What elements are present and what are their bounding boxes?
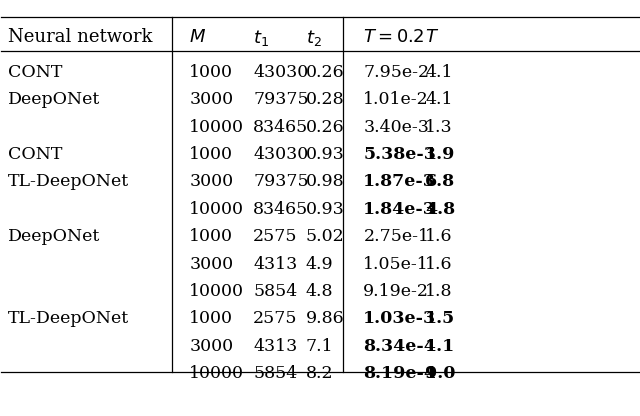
Text: 10000: 10000 — [189, 283, 244, 300]
Text: 1.6: 1.6 — [425, 255, 452, 272]
Text: 7.95e-2: 7.95e-2 — [364, 64, 429, 81]
Text: 4313: 4313 — [253, 338, 298, 355]
Text: 3000: 3000 — [189, 255, 234, 272]
Text: 5854: 5854 — [253, 365, 298, 382]
Text: 83465: 83465 — [253, 119, 308, 136]
Text: 5.38e-3: 5.38e-3 — [364, 146, 436, 163]
Text: 0.26: 0.26 — [306, 64, 344, 81]
Text: 6.8: 6.8 — [425, 173, 455, 191]
Text: 4.1: 4.1 — [425, 64, 452, 81]
Text: 1.01e-2: 1.01e-2 — [364, 91, 429, 108]
Text: Neural network: Neural network — [8, 28, 152, 46]
Text: 9.19e-2: 9.19e-2 — [364, 283, 429, 300]
Text: 3000: 3000 — [189, 91, 234, 108]
Text: 3.40e-3: 3.40e-3 — [364, 119, 429, 136]
Text: 2575: 2575 — [253, 310, 298, 327]
Text: CONT: CONT — [8, 146, 62, 163]
Text: 0.26: 0.26 — [306, 119, 344, 136]
Text: 10000: 10000 — [189, 201, 244, 218]
Text: 79375: 79375 — [253, 91, 308, 108]
Text: 0.28: 0.28 — [306, 91, 344, 108]
Text: 1000: 1000 — [189, 310, 234, 327]
Text: $t_1$: $t_1$ — [253, 28, 269, 48]
Text: 5854: 5854 — [253, 283, 298, 300]
Text: 4.9: 4.9 — [306, 255, 333, 272]
Text: CONT: CONT — [8, 64, 62, 81]
Text: 2575: 2575 — [253, 228, 298, 245]
Text: 4.8: 4.8 — [306, 283, 333, 300]
Text: 1.8: 1.8 — [425, 283, 452, 300]
Text: 1.03e-3: 1.03e-3 — [364, 310, 436, 327]
Text: TL-DeepONet: TL-DeepONet — [8, 310, 129, 327]
Text: $T$: $T$ — [425, 28, 439, 46]
Text: 4.8: 4.8 — [425, 201, 455, 218]
Text: 7.1: 7.1 — [306, 338, 333, 355]
Text: 1.6: 1.6 — [425, 228, 452, 245]
Text: 3000: 3000 — [189, 338, 234, 355]
Text: 4.1: 4.1 — [425, 91, 452, 108]
Text: 1.9: 1.9 — [425, 146, 456, 163]
Text: 8.2: 8.2 — [306, 365, 333, 382]
Text: $M$: $M$ — [189, 28, 207, 46]
Text: 1.87e-3: 1.87e-3 — [364, 173, 436, 191]
Text: 1.84e-3: 1.84e-3 — [364, 201, 436, 218]
Text: DeepONet: DeepONet — [8, 228, 100, 245]
Text: 1.3: 1.3 — [425, 119, 452, 136]
Text: 9.0: 9.0 — [425, 365, 456, 382]
Text: 2.75e-1: 2.75e-1 — [364, 228, 429, 245]
Text: 0.93: 0.93 — [306, 201, 345, 218]
Text: 1.05e-1: 1.05e-1 — [364, 255, 429, 272]
Text: 43030: 43030 — [253, 64, 308, 81]
Text: $T=0.2$: $T=0.2$ — [364, 28, 424, 46]
Text: 0.93: 0.93 — [306, 146, 345, 163]
Text: 1000: 1000 — [189, 228, 234, 245]
Text: 9.86: 9.86 — [306, 310, 344, 327]
Text: $t_2$: $t_2$ — [306, 28, 322, 48]
Text: 79375: 79375 — [253, 173, 308, 191]
Text: 8.34e-4: 8.34e-4 — [364, 338, 436, 355]
Text: 10000: 10000 — [189, 119, 244, 136]
Text: 10000: 10000 — [189, 365, 244, 382]
Text: 1000: 1000 — [189, 64, 234, 81]
Text: 1.1: 1.1 — [425, 338, 456, 355]
Text: 3000: 3000 — [189, 173, 234, 191]
Text: 83465: 83465 — [253, 201, 308, 218]
Text: 0.98: 0.98 — [306, 173, 344, 191]
Text: 5.02: 5.02 — [306, 228, 345, 245]
Text: DeepONet: DeepONet — [8, 91, 100, 108]
Text: 8.19e-4: 8.19e-4 — [364, 365, 436, 382]
Text: 43030: 43030 — [253, 146, 308, 163]
Text: 4313: 4313 — [253, 255, 298, 272]
Text: 1000: 1000 — [189, 146, 234, 163]
Text: 1.5: 1.5 — [425, 310, 456, 327]
Text: TL-DeepONet: TL-DeepONet — [8, 173, 129, 191]
